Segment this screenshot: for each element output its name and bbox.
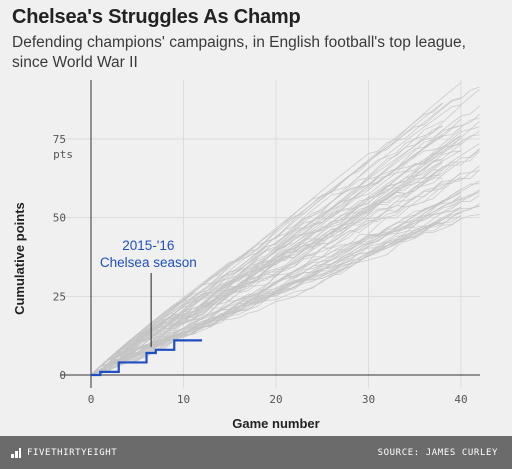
historical-season-line xyxy=(90,159,443,376)
y-tick-unit: pts xyxy=(53,148,73,161)
x-tick-label: 0 xyxy=(88,393,95,406)
annotation-label: 2015-'16 xyxy=(122,238,174,253)
historical-season-line xyxy=(90,217,443,376)
x-tick-label: 30 xyxy=(362,393,375,406)
brand-label: FIVETHIRTYEIGHT xyxy=(27,448,118,458)
historical-season-line xyxy=(90,175,443,376)
historical-season-line xyxy=(90,223,443,376)
y-axis-title: Cumulative points xyxy=(12,202,27,315)
chart-title: Chelsea's Struggles As Champ xyxy=(12,6,301,28)
x-tick-label: 40 xyxy=(454,393,467,406)
historical-season-line xyxy=(90,86,480,376)
historical-season-line xyxy=(90,214,480,376)
x-axis-title: Game number xyxy=(232,416,319,431)
x-tick-label: 20 xyxy=(269,393,282,406)
axes xyxy=(60,80,480,388)
fivethirtyeight-logo-icon xyxy=(11,448,21,458)
x-tick-label: 10 xyxy=(177,393,190,406)
labels: 0 10 20 30 40 0 25 50 75 pts Game number Cumulative… xyxy=(12,133,468,431)
historical-season-line xyxy=(90,143,480,376)
historical-season-line xyxy=(90,121,480,376)
footer: FIVETHIRTYEIGHT SOURCE: JAMES CURLEY xyxy=(0,436,512,469)
historical-season-line xyxy=(90,191,462,376)
historical-season-line xyxy=(90,190,480,376)
brand: FIVETHIRTYEIGHT xyxy=(10,447,117,459)
historical-season-line xyxy=(90,162,443,376)
historical-season-line xyxy=(90,97,462,376)
y-tick-label: 0 xyxy=(59,369,66,382)
historical-seasons xyxy=(90,82,480,376)
chart-plot: 0 10 20 30 40 0 25 50 75 pts Game number Cumulative… xyxy=(12,80,480,431)
historical-season-line xyxy=(90,165,480,376)
historical-season-line xyxy=(90,192,480,376)
highlight-series xyxy=(91,339,202,377)
source-credit: SOURCE: JAMES CURLEY xyxy=(377,448,498,458)
historical-season-line xyxy=(90,105,462,376)
historical-season-line xyxy=(90,129,462,376)
historical-season-line xyxy=(90,150,480,376)
historical-season-line xyxy=(90,176,462,376)
annotation-label: Chelsea season xyxy=(100,255,197,270)
historical-season-line xyxy=(90,82,462,376)
y-tick-label: 25 xyxy=(53,290,66,303)
historical-season-line xyxy=(90,143,462,376)
chart-subtitle: Defending champions' campaigns, in Engli… xyxy=(12,34,466,71)
chelsea-2015-16-line xyxy=(91,339,202,377)
y-tick-label: 75 xyxy=(53,133,66,146)
historical-season-line xyxy=(90,219,443,376)
y-tick-label: 50 xyxy=(53,212,66,225)
historical-season-line xyxy=(90,160,462,376)
